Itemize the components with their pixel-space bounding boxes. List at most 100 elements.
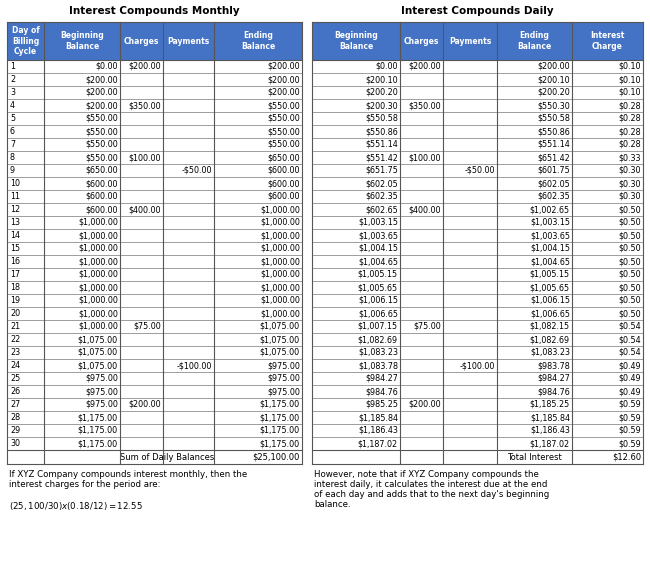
Polygon shape	[7, 138, 302, 151]
Polygon shape	[7, 320, 302, 333]
Text: 17: 17	[10, 270, 20, 279]
Text: 2: 2	[10, 75, 15, 84]
Text: $550.00: $550.00	[85, 140, 118, 149]
Text: $984.27: $984.27	[537, 374, 570, 383]
Text: $600.00: $600.00	[268, 192, 300, 201]
Text: $550.00: $550.00	[267, 140, 300, 149]
Polygon shape	[7, 294, 302, 307]
Text: $0.59: $0.59	[618, 439, 641, 448]
Text: $1,006.15: $1,006.15	[358, 296, 398, 305]
Text: $0.10: $0.10	[619, 75, 641, 84]
Text: 24: 24	[10, 361, 20, 370]
Text: $0.50: $0.50	[618, 231, 641, 240]
Text: $1,185.84: $1,185.84	[530, 413, 570, 422]
Text: $1,175.00: $1,175.00	[78, 426, 118, 435]
Polygon shape	[312, 203, 643, 216]
Text: $1,000.00: $1,000.00	[260, 244, 300, 253]
Polygon shape	[312, 73, 643, 86]
Text: $200.00: $200.00	[267, 88, 300, 97]
Text: $1,006.65: $1,006.65	[358, 309, 398, 318]
Text: Day of
Billing
Cycle: Day of Billing Cycle	[12, 26, 40, 56]
Polygon shape	[312, 216, 643, 229]
Polygon shape	[7, 450, 302, 464]
Text: $1,075.00: $1,075.00	[78, 361, 118, 370]
Text: $1,185.25: $1,185.25	[530, 400, 570, 409]
Text: $551.14: $551.14	[538, 140, 570, 149]
Polygon shape	[312, 294, 643, 307]
Text: $0.28: $0.28	[618, 101, 641, 110]
Polygon shape	[7, 255, 302, 268]
Text: $650.00: $650.00	[85, 166, 118, 175]
Text: $551.14: $551.14	[365, 140, 398, 149]
Text: $1,000.00: $1,000.00	[260, 283, 300, 292]
Text: $975.00: $975.00	[267, 361, 300, 370]
Text: $0.50: $0.50	[618, 270, 641, 279]
Text: $1,000.00: $1,000.00	[260, 205, 300, 214]
Polygon shape	[7, 60, 302, 73]
Text: $1,082.15: $1,082.15	[530, 322, 570, 331]
Text: $200.30: $200.30	[365, 101, 398, 110]
Text: $1,000.00: $1,000.00	[260, 231, 300, 240]
Polygon shape	[312, 125, 643, 138]
Text: $0.49: $0.49	[618, 374, 641, 383]
Text: $0.50: $0.50	[618, 205, 641, 214]
Polygon shape	[312, 424, 643, 437]
Text: $100.00: $100.00	[129, 153, 161, 162]
Text: $400.00: $400.00	[129, 205, 161, 214]
Text: $200.00: $200.00	[129, 400, 161, 409]
Text: 10: 10	[10, 179, 20, 188]
Polygon shape	[7, 229, 302, 242]
Text: $983.78: $983.78	[538, 361, 570, 370]
Text: $200.00: $200.00	[85, 101, 118, 110]
Text: $1,000.00: $1,000.00	[260, 296, 300, 305]
Text: $1,005.15: $1,005.15	[358, 270, 398, 279]
Text: $100.00: $100.00	[408, 153, 441, 162]
Text: $550.00: $550.00	[267, 114, 300, 123]
Polygon shape	[7, 177, 302, 190]
Text: $75.00: $75.00	[413, 322, 441, 331]
Text: $602.35: $602.35	[365, 192, 398, 201]
Text: $1,186.43: $1,186.43	[358, 426, 398, 435]
Text: $1,000.00: $1,000.00	[260, 218, 300, 227]
Text: Charges: Charges	[404, 36, 439, 46]
Text: $200.00: $200.00	[267, 62, 300, 71]
Text: Payments: Payments	[449, 36, 491, 46]
Polygon shape	[312, 190, 643, 203]
Polygon shape	[312, 333, 643, 346]
Text: $1,000.00: $1,000.00	[78, 218, 118, 227]
Text: $0.30: $0.30	[619, 179, 641, 188]
Text: 20: 20	[10, 309, 20, 318]
Text: $0.00: $0.00	[376, 62, 398, 71]
Text: 28: 28	[10, 413, 20, 422]
Text: $600.00: $600.00	[268, 166, 300, 175]
Text: $550.30: $550.30	[538, 101, 570, 110]
Text: $0.28: $0.28	[618, 140, 641, 149]
Text: $0.30: $0.30	[619, 192, 641, 201]
Polygon shape	[7, 385, 302, 398]
Text: $550.00: $550.00	[85, 127, 118, 136]
Text: $600.00: $600.00	[86, 192, 118, 201]
Polygon shape	[312, 437, 643, 450]
Text: $1,175.00: $1,175.00	[78, 439, 118, 448]
Text: $1,003.65: $1,003.65	[358, 231, 398, 240]
Text: $0.54: $0.54	[618, 322, 641, 331]
Text: 26: 26	[10, 387, 20, 396]
Text: Interest Compounds Daily: Interest Compounds Daily	[401, 6, 554, 16]
Text: $1,006.15: $1,006.15	[530, 296, 570, 305]
Text: $1,185.84: $1,185.84	[358, 413, 398, 422]
Text: $1,004.15: $1,004.15	[358, 244, 398, 253]
Polygon shape	[7, 346, 302, 359]
Polygon shape	[312, 86, 643, 99]
Text: $200.10: $200.10	[365, 75, 398, 84]
Text: Ending
Balance: Ending Balance	[241, 31, 275, 51]
Polygon shape	[312, 229, 643, 242]
Text: $1,083.23: $1,083.23	[358, 348, 398, 357]
Text: $650.00: $650.00	[267, 153, 300, 162]
Text: $1,075.00: $1,075.00	[78, 335, 118, 344]
Text: $550.58: $550.58	[537, 114, 570, 123]
Polygon shape	[7, 333, 302, 346]
Text: $1,003.65: $1,003.65	[530, 231, 570, 240]
Polygon shape	[7, 125, 302, 138]
Text: 22: 22	[10, 335, 20, 344]
Text: $200.00: $200.00	[538, 62, 570, 71]
